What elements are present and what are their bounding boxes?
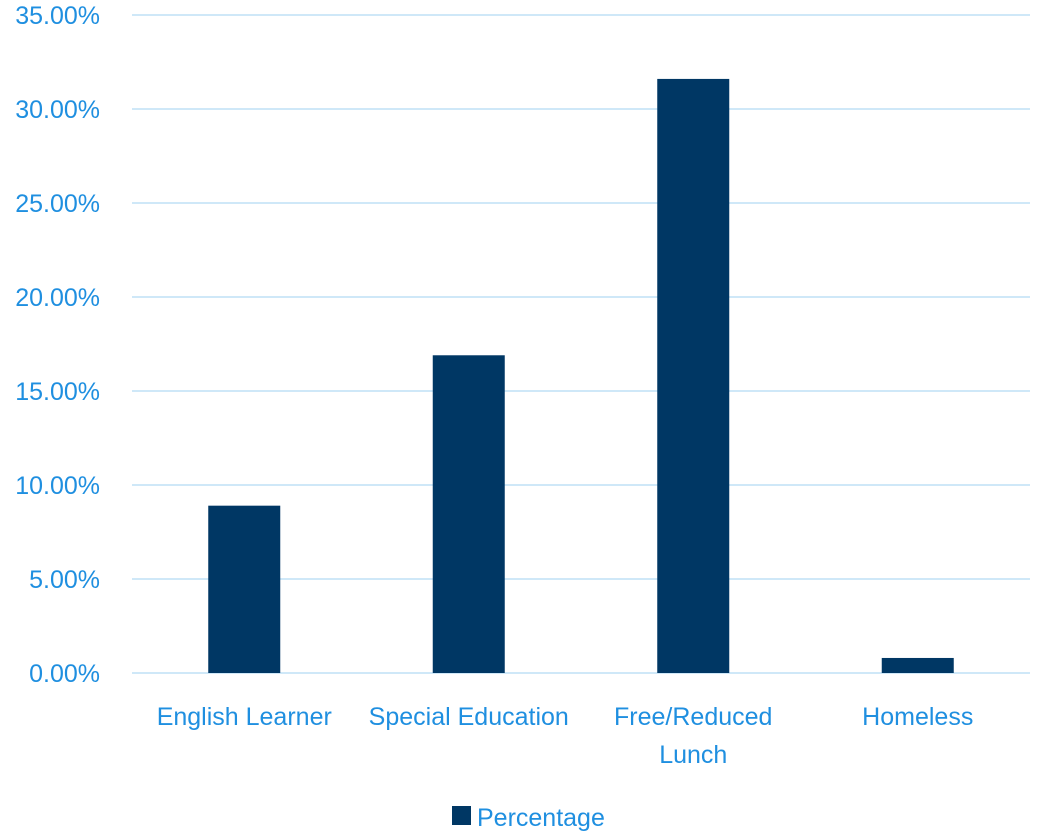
x-category-label: Free/Reduced Lunch [614,703,772,769]
bar [208,505,281,673]
legend-swatch-percentage [452,806,471,825]
x-category-label: English Learner [157,703,332,731]
bar [881,657,954,673]
y-tick-label: 10.00% [15,472,100,500]
y-tick-label: 0.00% [29,660,100,688]
y-tick-label: 25.00% [15,190,100,218]
y-tick-label: 20.00% [15,284,100,312]
bar [432,355,505,673]
bar [657,78,730,674]
bars [208,78,954,674]
y-tick-label: 35.00% [15,2,100,30]
x-axis-category-labels: English Learner Special Education Free/Red… [157,703,974,769]
legend-label-percentage: Percentage [477,804,605,832]
y-axis-tick-labels: 0.00% 5.00% 10.00% 15.00% 20.00% 25.00% 30.00%… [15,2,100,688]
y-tick-label: 15.00% [15,378,100,406]
gridlines [132,14,1030,674]
y-tick-label: 30.00% [15,96,100,124]
legend: Percentage [452,804,605,832]
x-category-label: Special Education [369,703,569,731]
y-tick-label: 5.00% [29,566,100,594]
x-category-label: Homeless [862,703,973,731]
